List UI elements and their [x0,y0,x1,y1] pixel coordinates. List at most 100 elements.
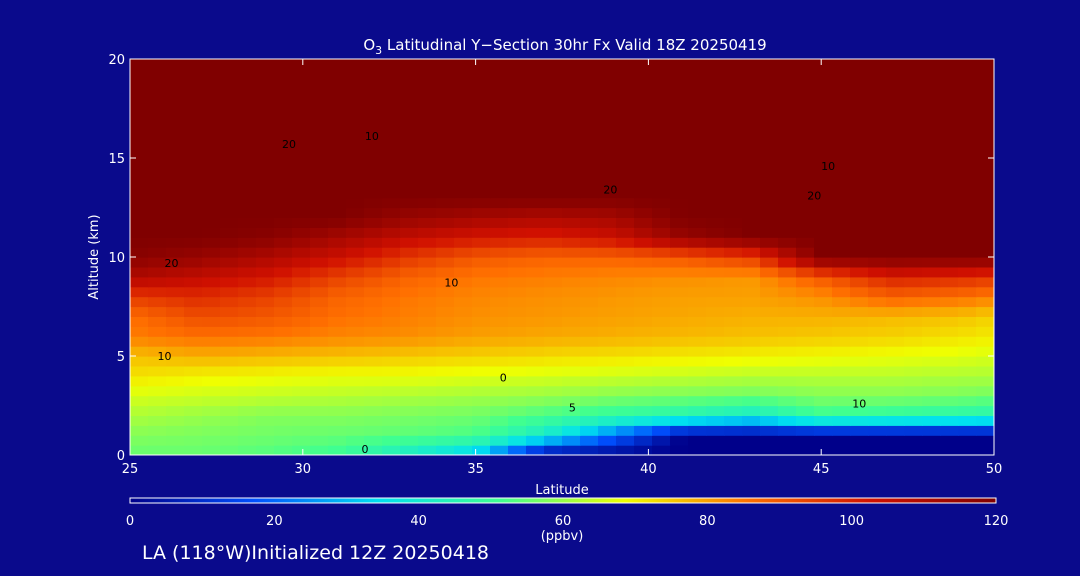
heatmap-cell [796,336,815,347]
heatmap-cell [472,445,491,455]
heatmap-cell [652,78,671,90]
heatmap-cell [724,425,743,436]
heatmap-cell [508,177,527,189]
heatmap-cell [922,395,941,407]
heatmap-cell [364,197,383,209]
heatmap-cell [328,415,347,426]
heatmap-cell [508,187,527,199]
heatmap-cell [274,356,293,367]
heatmap-cell [346,266,365,278]
heatmap-cell [742,108,761,119]
heatmap-cell [364,336,383,347]
heatmap-cell [166,346,185,357]
heatmap-cell [346,197,365,209]
heatmap-cell [364,227,383,238]
heatmap-cell [850,306,869,317]
heatmap-cell [688,167,707,179]
y-tick-label: 10 [108,251,125,266]
heatmap-cell [148,247,167,258]
heatmap-cell [814,405,833,416]
heatmap-cell [490,286,509,298]
heatmap-cell [526,108,545,119]
heatmap-cell [454,296,473,308]
heatmap-cell [274,395,293,407]
heatmap-cell [436,435,455,446]
heatmap-cell [580,425,599,436]
heatmap-cell [580,286,599,298]
heatmap-cell [778,237,797,248]
heatmap-cell [652,385,671,397]
heatmap-cell [454,395,473,407]
heatmap-cell [958,375,977,387]
heatmap-cell [778,148,797,159]
heatmap-cell [742,385,761,397]
heatmap-cell [796,356,815,367]
heatmap-cell [310,167,329,179]
heatmap-cell [400,405,419,416]
heatmap-cell [760,98,779,110]
heatmap-cell [868,425,887,436]
heatmap-cell [202,217,221,228]
heatmap-cell [634,167,653,179]
heatmap-cell [724,68,743,80]
heatmap-cell [454,207,473,218]
heatmap-cell [310,118,329,129]
heatmap-cell [742,296,761,308]
heatmap-cell [526,207,545,218]
y-tick-label: 15 [108,152,125,167]
heatmap-cell [580,385,599,397]
heatmap-cell [184,247,203,258]
heatmap-cell [598,167,617,179]
heatmap-cell [166,326,185,337]
heatmap-cell [688,326,707,337]
heatmap-cell [310,237,329,248]
heatmap-cell [364,445,383,455]
heatmap-cell [400,59,419,70]
heatmap-cell [598,346,617,357]
heatmap-cell [382,257,401,268]
heatmap-cell [238,187,257,199]
heatmap-cell [436,227,455,238]
heatmap-cell [652,128,671,139]
heatmap-cell [634,435,653,446]
heatmap-cell [256,128,275,139]
heatmap-cell [688,78,707,90]
heatmap-cell [436,78,455,90]
heatmap-cell [904,266,923,278]
heatmap-cell [130,118,149,129]
heatmap-cell [490,78,509,90]
heatmap-cell [652,336,671,347]
heatmap-cell [940,266,959,278]
heatmap-cell [868,138,887,149]
heatmap-cell [958,68,977,80]
heatmap-cell [580,395,599,407]
heatmap-cell [220,346,239,357]
heatmap-cell [688,177,707,189]
heatmap-cell [904,237,923,248]
heatmap-cell [130,148,149,159]
heatmap-cell [346,375,365,387]
heatmap-cell [796,425,815,436]
heatmap-cell [868,78,887,90]
heatmap-cell [850,316,869,327]
heatmap-cell [256,108,275,119]
heatmap-cell [472,365,491,377]
heatmap-cell [346,385,365,397]
heatmap-cell [166,108,185,119]
heatmap-cell [706,187,725,199]
heatmap-cell [850,217,869,228]
heatmap-cell [742,266,761,278]
heatmap-cell [472,385,491,397]
heatmap-cell [490,346,509,357]
heatmap-cell [310,365,329,377]
heatmap-cell [706,326,725,337]
heatmap-cell [508,425,527,436]
heatmap-cell [400,148,419,159]
heatmap-cell [346,435,365,446]
heatmap-cell [238,78,257,90]
heatmap-cell [436,118,455,129]
heatmap-cell [832,68,851,80]
heatmap-cell [274,177,293,189]
heatmap-cell [760,158,779,169]
heatmap-cell [760,177,779,189]
